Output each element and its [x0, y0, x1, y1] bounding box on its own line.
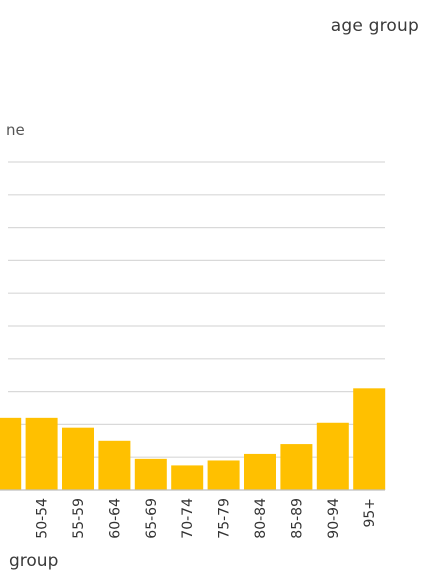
x-tick-label: 95+: [362, 498, 378, 528]
bars: [0, 388, 386, 490]
x-tick-label: 55-59: [71, 498, 87, 539]
x-tick-label: 60-64: [107, 498, 123, 539]
bar-95+: [353, 388, 386, 490]
bar-80-84: [244, 453, 276, 490]
bar-50-54: [25, 417, 58, 490]
x-tick-label: 65-69: [144, 498, 160, 539]
y-axis-label: ne: [6, 121, 25, 139]
bar-55-59: [62, 427, 94, 490]
gridlines: [8, 161, 385, 458]
x-axis-label: group: [9, 551, 59, 571]
x-tick-label: 50-54: [35, 498, 51, 539]
x-tick-labels: 50-54 55-59 60-64 65-69 70-74 75-79 80-84 85-89…: [35, 498, 379, 539]
bar-85-89: [280, 444, 313, 490]
x-tick-label: 75-79: [217, 498, 233, 539]
x-tick-label: 70-74: [180, 498, 196, 539]
x-tick-label: 90-94: [326, 498, 342, 539]
bar-partial: [0, 417, 22, 490]
bar-60-64: [98, 440, 131, 490]
bar-90-94: [316, 422, 349, 490]
bar-70-74: [171, 465, 204, 490]
x-tick-label: 80-84: [253, 498, 269, 539]
bar-65-69: [134, 458, 167, 490]
bar-75-79: [207, 460, 240, 490]
chart-title: age group: [330, 16, 419, 36]
x-tick-label: 85-89: [289, 498, 305, 539]
